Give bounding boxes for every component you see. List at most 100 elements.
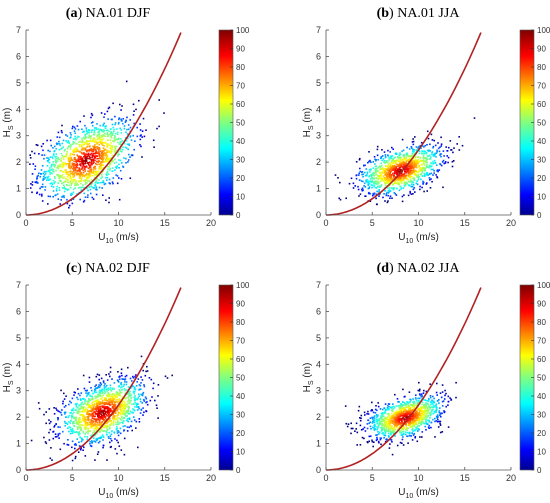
x-tick-label: 10 <box>113 473 123 483</box>
data-point <box>381 172 384 174</box>
data-point <box>368 187 371 189</box>
data-point <box>122 417 124 420</box>
data-point <box>424 144 426 147</box>
data-point <box>109 427 111 430</box>
data-point <box>134 395 136 397</box>
data-point <box>48 161 51 164</box>
data-point <box>383 171 386 173</box>
data-point <box>107 165 109 168</box>
data-point <box>133 392 135 395</box>
panel-title-text: NA.02 JJA <box>397 261 460 276</box>
data-point <box>412 138 414 140</box>
data-point <box>68 162 71 165</box>
data-point <box>407 184 410 186</box>
data-point <box>436 414 439 416</box>
data-point <box>126 116 128 119</box>
data-point <box>60 152 63 155</box>
data-point <box>122 422 124 424</box>
data-point <box>90 140 92 143</box>
data-point <box>112 102 114 105</box>
data-point <box>120 413 122 416</box>
data-point <box>132 134 134 137</box>
data-point <box>57 167 60 170</box>
data-point <box>111 181 114 183</box>
data-point <box>78 418 80 420</box>
data-point <box>378 431 381 434</box>
data-point <box>54 161 57 163</box>
data-point <box>411 141 414 143</box>
data-point <box>116 175 119 177</box>
data-point <box>102 380 105 382</box>
data-point <box>393 182 396 185</box>
data-point <box>385 165 387 167</box>
data-point <box>404 184 407 187</box>
data-point <box>405 406 407 409</box>
data-point <box>46 179 48 181</box>
data-point <box>96 407 98 410</box>
data-point <box>360 429 363 431</box>
data-point <box>379 421 381 424</box>
data-point <box>71 413 74 415</box>
data-point <box>379 165 381 168</box>
data-point <box>76 164 79 166</box>
data-point <box>101 388 103 390</box>
data-point <box>427 137 430 140</box>
data-point <box>105 154 107 157</box>
data-point <box>387 190 390 192</box>
data-point <box>111 118 113 121</box>
data-point <box>422 169 424 172</box>
data-point <box>88 170 91 173</box>
data-point <box>69 173 71 176</box>
data-point <box>87 174 90 177</box>
data-point <box>73 154 75 156</box>
data-point <box>443 410 445 412</box>
data-point <box>444 394 446 397</box>
data-point <box>73 175 76 178</box>
data-point <box>91 196 94 199</box>
data-point <box>103 183 106 186</box>
colorbar-tick-label: 30 <box>236 411 245 420</box>
data-point <box>389 156 392 158</box>
data-point <box>102 409 104 412</box>
data-point <box>122 378 125 380</box>
data-point <box>387 166 389 169</box>
data-point <box>348 182 351 185</box>
data-point <box>65 416 67 418</box>
data-point <box>58 148 61 151</box>
data-point <box>403 413 406 416</box>
y-tick-label: 6 <box>16 51 21 61</box>
data-point <box>77 169 80 172</box>
data-point <box>97 404 99 407</box>
data-point <box>361 173 363 176</box>
data-point <box>126 137 129 140</box>
panel-letter: ( <box>377 6 382 21</box>
data-point <box>75 158 77 161</box>
data-point <box>394 160 396 163</box>
data-point <box>427 400 430 403</box>
data-point <box>128 426 130 429</box>
data-point <box>372 445 374 448</box>
data-point <box>111 170 114 172</box>
data-point <box>89 406 92 409</box>
data-point <box>71 202 74 205</box>
data-point <box>400 422 403 424</box>
data-point <box>430 401 432 403</box>
data-point <box>376 145 379 148</box>
data-point <box>63 398 66 400</box>
data-point <box>108 197 110 199</box>
data-point <box>98 431 101 433</box>
data-point <box>129 393 131 395</box>
data-point <box>106 139 109 142</box>
data-point <box>48 169 51 172</box>
data-point <box>409 164 411 166</box>
data-point <box>61 142 64 145</box>
data-point <box>117 420 119 422</box>
data-point <box>118 431 120 433</box>
data-point <box>103 406 106 408</box>
data-point <box>426 144 428 146</box>
data-point <box>98 378 100 381</box>
data-point <box>57 175 60 178</box>
data-point <box>417 430 419 432</box>
data-point <box>102 158 104 160</box>
